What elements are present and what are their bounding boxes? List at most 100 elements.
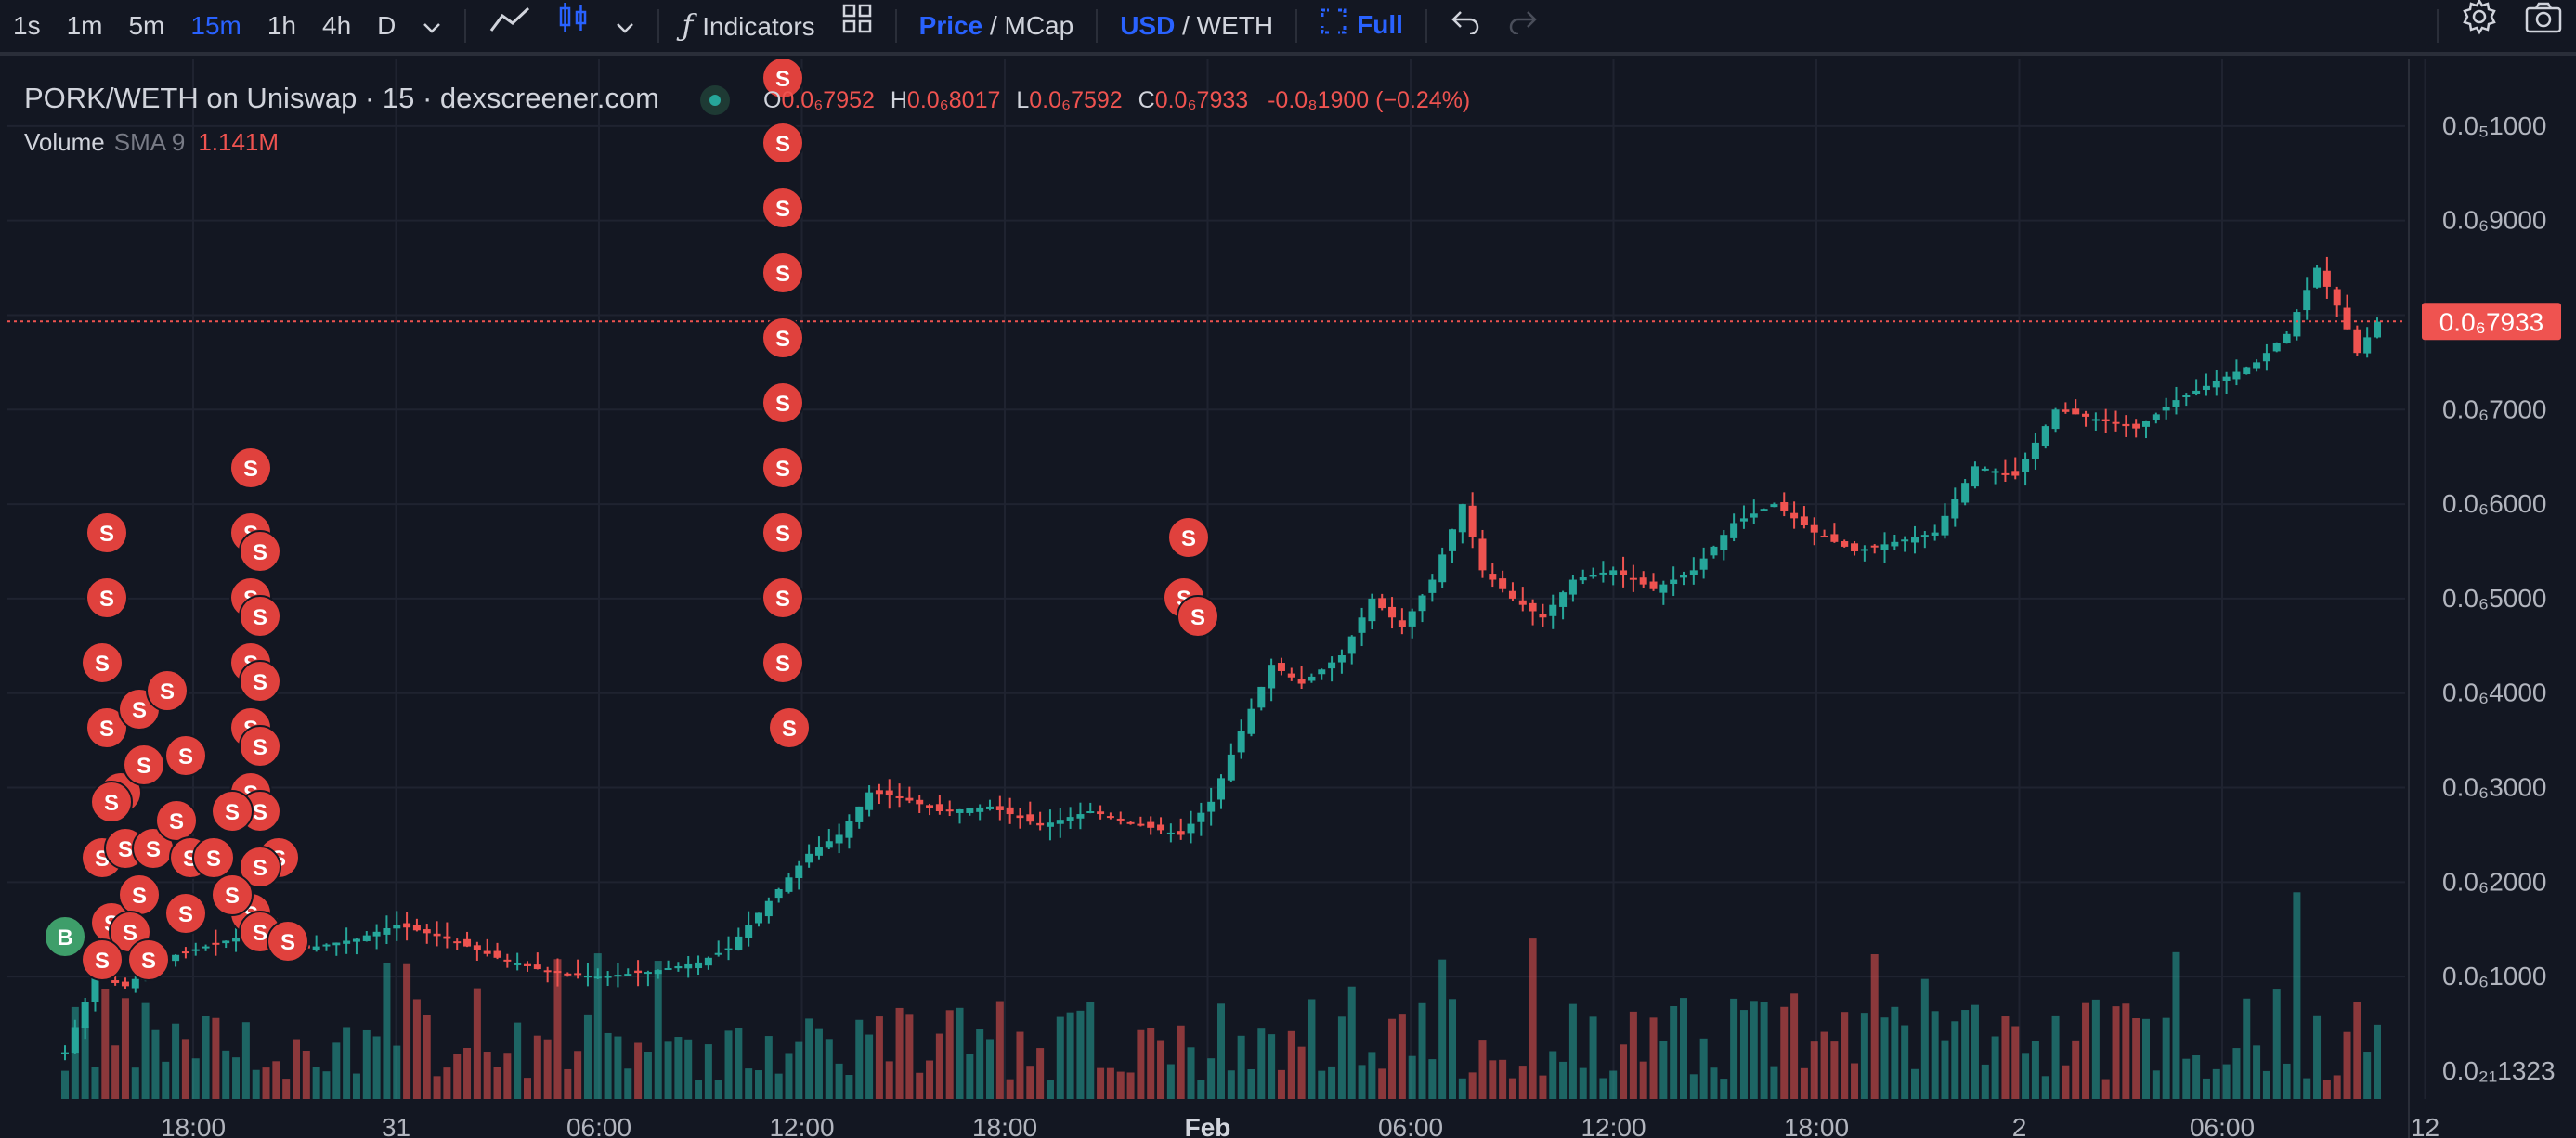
candle-body (1649, 581, 1658, 589)
volume-bar (1870, 954, 1879, 1099)
candle-body (1981, 468, 1989, 471)
candle-body (2132, 423, 2140, 429)
candle-body (2022, 459, 2030, 472)
svg-text:S: S (775, 457, 790, 482)
sell-marker: S (761, 446, 804, 489)
candle-body (312, 946, 320, 950)
camera-icon[interactable] (2511, 0, 2576, 54)
volume-bar (695, 1080, 703, 1099)
volume-bar (1971, 1004, 1979, 1099)
redo-icon[interactable] (1494, 0, 1552, 54)
low-label: L (1016, 87, 1030, 113)
candle-body (553, 971, 562, 974)
candlestick-chart-icon[interactable] (544, 0, 602, 54)
volume-bar (1217, 1003, 1225, 1099)
line-chart-icon[interactable] (475, 0, 544, 54)
candle-body (71, 1027, 79, 1054)
candle-body (1920, 535, 1929, 537)
weth-option[interactable]: WETH (1196, 11, 1274, 40)
candle-body (2082, 413, 2090, 417)
candle-body (1086, 811, 1095, 813)
low-value: 0.0₆7592 (1029, 87, 1123, 113)
svg-text:S: S (1190, 605, 1205, 630)
interval-1m[interactable]: 1m (66, 11, 103, 40)
x-axis-tick-label: 12:00 (769, 1113, 834, 1138)
candle-body (1126, 821, 1135, 824)
volume-bar (322, 1071, 331, 1099)
usd-option[interactable]: USD (1120, 11, 1176, 40)
candle-body (1337, 655, 1346, 663)
candle-body (825, 841, 833, 848)
volume-bar (674, 1037, 683, 1099)
high-label: H (890, 87, 907, 113)
volume-bar (1680, 998, 1687, 1099)
volume-bar (111, 1045, 120, 1099)
volume-bar (2374, 1024, 2381, 1099)
interval-5m[interactable]: 5m (128, 11, 165, 40)
candle-body (674, 965, 683, 969)
candle-body (1207, 801, 1216, 812)
volume-bar (1880, 1017, 1889, 1099)
volume-bar (865, 1034, 874, 1099)
volume-bar (1649, 1017, 1658, 1099)
interval-d[interactable]: D (377, 11, 397, 40)
price-option[interactable]: Price (918, 11, 983, 40)
volume-bar (1830, 1041, 1839, 1099)
candle-body (2262, 353, 2270, 362)
volume-bar (493, 1067, 501, 1099)
price-mcap-toggle[interactable]: Price / MCap (906, 0, 1087, 54)
sell-marker: S (127, 938, 170, 981)
interval-dropdown-chevron-icon[interactable] (409, 0, 455, 54)
full-button[interactable]: Full (1307, 0, 1416, 55)
candle-body (1810, 524, 1818, 533)
volume-bar (1177, 1025, 1185, 1099)
volume-bar (332, 1042, 341, 1099)
candle-body (2202, 385, 2210, 391)
volume-bar (1961, 1010, 1970, 1099)
volume-bar (2051, 1015, 2060, 1099)
candle-body (774, 889, 783, 899)
candle-body (785, 877, 793, 892)
svg-text:S: S (146, 837, 161, 862)
candle-body (1368, 598, 1376, 622)
svg-text:S: S (775, 67, 790, 92)
interval-4h[interactable]: 4h (322, 11, 352, 40)
volume-bar (1347, 986, 1356, 1099)
candle-body (191, 949, 200, 951)
candle-body (2272, 343, 2281, 352)
sell-marker: S (239, 530, 281, 573)
volume-bar (2262, 1070, 2270, 1099)
svg-text:S: S (169, 809, 184, 834)
undo-icon[interactable] (1437, 0, 1494, 54)
layout-grid-icon[interactable] (828, 0, 886, 54)
interval-1h[interactable]: 1h (267, 11, 297, 40)
sell-marker: S (761, 252, 804, 294)
settings-gear-icon[interactable] (2448, 0, 2511, 55)
price-chart[interactable]: 0.0₆1000 0.0₆2000 0.0₆3000 0.0₆4000 0.0₆5000… (0, 59, 2576, 1138)
mcap-option[interactable]: MCap (1004, 11, 1074, 40)
sell-marker: S (239, 725, 281, 768)
candle-body (644, 972, 652, 975)
volume-bar (2031, 1041, 2039, 1099)
candle-body (1499, 578, 1507, 589)
volume-bar (795, 1041, 803, 1099)
chart-type-chevron-icon[interactable] (602, 0, 648, 54)
chart-area[interactable]: 0.0₆1000 0.0₆2000 0.0₆3000 0.0₆4000 0.0₆5000… (0, 59, 2576, 1138)
indicators-button[interactable]: ƒ Indicators (669, 0, 827, 55)
currency-toggle[interactable]: USD / WETH (1107, 0, 1286, 54)
volume-bar (1820, 1031, 1828, 1099)
volume-bar (1639, 1061, 1647, 1099)
volume-bar (2303, 1078, 2311, 1099)
candle-body (593, 976, 602, 979)
volume-bar (2162, 1017, 2170, 1099)
svg-text:S: S (253, 605, 267, 630)
interval-15m[interactable]: 15m (190, 11, 241, 40)
volume-bar (1739, 1010, 1748, 1099)
volume-bar (1549, 1051, 1557, 1099)
volume-bar (1428, 1059, 1437, 1099)
candle-body (2313, 267, 2322, 288)
volume-bar (1931, 1011, 1939, 1099)
interval-1s[interactable]: 1s (13, 11, 41, 40)
candle-body (695, 962, 703, 969)
volume-bar (1086, 1002, 1095, 1099)
